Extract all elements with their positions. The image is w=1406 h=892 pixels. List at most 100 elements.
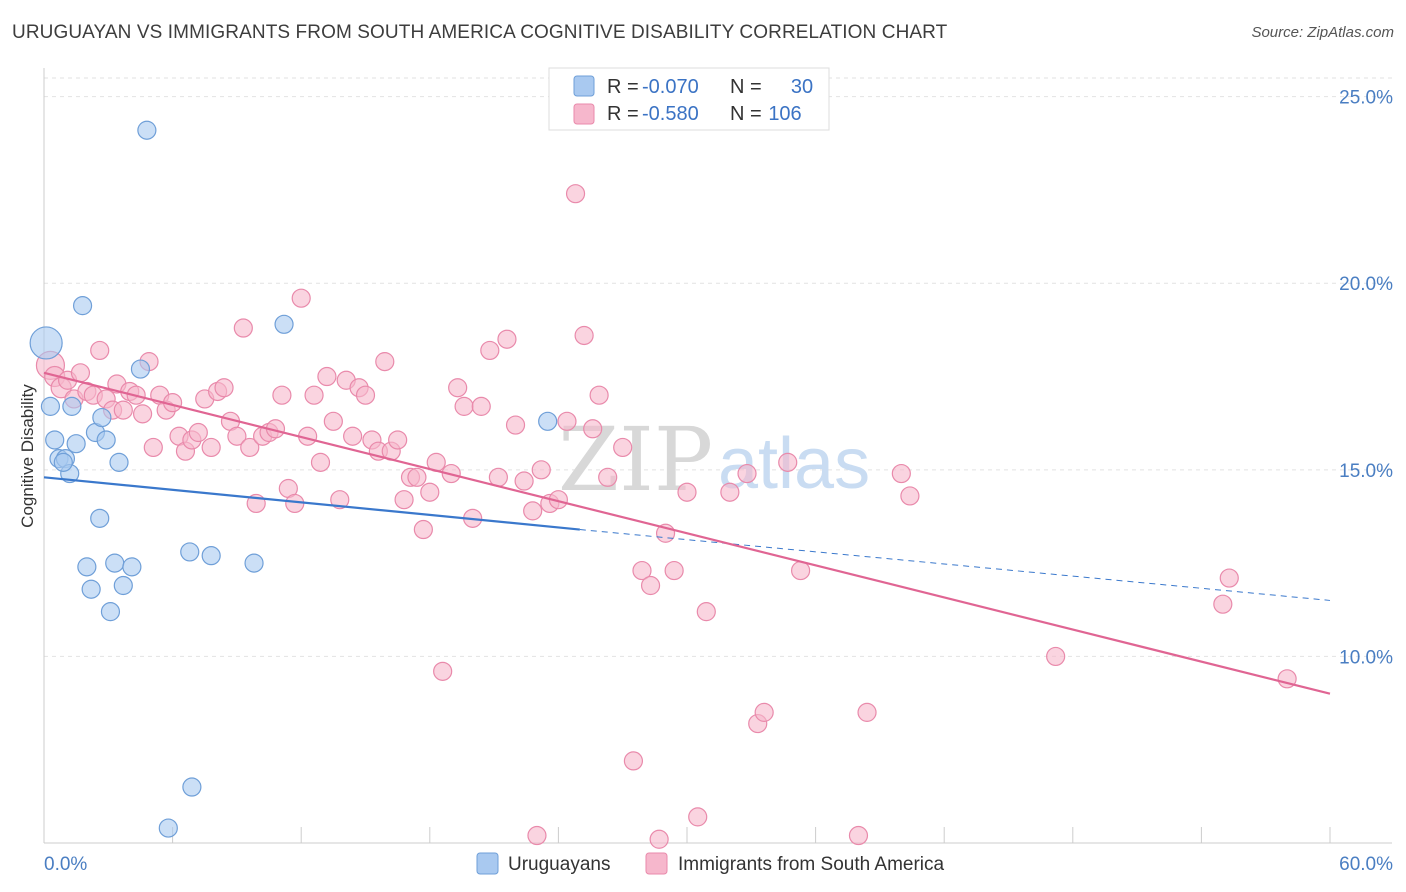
- point-immigrants: [523, 501, 543, 521]
- point-immigrants: [433, 661, 453, 681]
- y-tick-labels: 10.0% 15.0% 20.0% 25.0%: [1339, 88, 1393, 669]
- point-uruguayans: [180, 542, 200, 562]
- legend-swatch-uruguayans: [573, 75, 595, 97]
- point-immigrants: [640, 575, 661, 596]
- axes: [43, 68, 1392, 844]
- legend-r-value: -0.070: [642, 76, 699, 98]
- point-immigrants: [527, 825, 547, 846]
- legend-box: [548, 67, 830, 131]
- legend-r-label: R =: [607, 76, 639, 98]
- point-uruguayans: [77, 557, 97, 577]
- x-tick-labels: 0.0% 60.0%: [44, 854, 1393, 875]
- point-immigrants: [143, 437, 163, 458]
- point-uruguayans: [182, 777, 202, 797]
- point-immigrants: [900, 486, 920, 506]
- point-immigrants: [505, 415, 526, 435]
- point-immigrants: [565, 184, 586, 204]
- x-tick-label: 0.0%: [44, 854, 87, 875]
- y-tick-label: 10.0%: [1339, 647, 1393, 668]
- point-immigrants: [90, 340, 110, 361]
- point-immigrants: [291, 288, 311, 308]
- point-uruguayans: [122, 557, 142, 577]
- point-immigrants: [737, 463, 757, 484]
- point-uruguayans: [72, 296, 93, 316]
- point-immigrants: [214, 378, 234, 398]
- point-uruguayans: [130, 359, 151, 379]
- point-immigrants: [388, 430, 408, 450]
- point-immigrants: [201, 437, 221, 458]
- point-uruguayans: [100, 602, 121, 622]
- point-immigrants: [857, 702, 877, 722]
- legend-n-label: N =: [730, 103, 762, 125]
- legend-n-value: 106: [768, 103, 801, 125]
- point-immigrants: [420, 482, 440, 502]
- point-immigrants: [471, 396, 491, 416]
- point-immigrants: [598, 467, 618, 487]
- point-immigrants: [623, 751, 644, 771]
- watermark: ZIP atlas: [558, 408, 870, 511]
- point-immigrants: [497, 329, 517, 349]
- point-immigrants: [454, 396, 474, 416]
- point-immigrants: [583, 419, 603, 439]
- point-uruguayans: [274, 314, 294, 334]
- point-uruguayans: [105, 553, 125, 573]
- point-immigrants: [448, 378, 468, 398]
- legend-r-value: -0.580: [642, 103, 699, 125]
- point-immigrants: [323, 411, 343, 431]
- point-immigrants: [557, 411, 577, 431]
- point-immigrants: [413, 519, 433, 540]
- point-uruguayans: [66, 434, 86, 454]
- point-immigrants: [407, 467, 427, 487]
- point-uruguayans: [62, 396, 82, 416]
- point-uruguayans: [109, 452, 129, 472]
- trend-line-immigrants: [43, 371, 1331, 695]
- point-immigrants: [891, 463, 911, 484]
- trend-line-uruguayans-extrapolated: [579, 529, 1331, 601]
- y-axis-label: Cognitive Disability: [18, 384, 37, 528]
- point-immigrants: [317, 366, 337, 387]
- point-uruguayans: [96, 430, 116, 450]
- point-immigrants: [272, 385, 292, 405]
- point-uruguayans: [158, 818, 178, 838]
- point-immigrants: [330, 490, 350, 510]
- point-immigrants: [132, 404, 153, 424]
- y-tick-label: 20.0%: [1339, 274, 1393, 295]
- point-immigrants: [240, 437, 260, 458]
- point-immigrants: [375, 352, 395, 372]
- point-immigrants: [720, 482, 740, 502]
- y-tick-label: 25.0%: [1339, 88, 1393, 109]
- point-uruguayans: [201, 546, 221, 566]
- point-immigrants: [649, 829, 669, 849]
- trend-line-uruguayans: [43, 476, 580, 531]
- source-label: Source: ZipAtlas.com: [1251, 24, 1394, 41]
- bottom-legend-swatch-uruguayans: [476, 852, 499, 875]
- point-immigrants: [531, 460, 551, 480]
- point-immigrants: [848, 825, 869, 846]
- x-tick-label: 60.0%: [1339, 854, 1393, 875]
- point-immigrants: [310, 452, 331, 472]
- point-immigrants: [574, 325, 594, 346]
- bottom-legend: Uruguayans Immigrants from South America: [476, 852, 945, 875]
- point-immigrants: [613, 437, 633, 458]
- point-uruguayans: [90, 508, 110, 528]
- point-uruguayans: [29, 326, 63, 360]
- point-immigrants: [304, 385, 324, 405]
- trend-lines: [43, 371, 1331, 695]
- point-uruguayans: [137, 120, 157, 140]
- point-immigrants: [514, 471, 534, 491]
- point-immigrants: [1219, 568, 1239, 588]
- y-tick-label: 15.0%: [1339, 461, 1393, 482]
- point-immigrants: [70, 363, 91, 383]
- legend-n-label: N =: [730, 76, 762, 98]
- point-uruguayans: [92, 407, 112, 428]
- point-immigrants: [355, 385, 376, 405]
- point-immigrants: [696, 602, 716, 622]
- bottom-legend-label: Uruguayans: [508, 854, 610, 875]
- point-immigrants: [754, 702, 774, 722]
- point-immigrants: [480, 340, 500, 361]
- point-immigrants: [1046, 646, 1066, 667]
- point-immigrants: [188, 422, 208, 443]
- point-uruguayans: [81, 579, 101, 599]
- point-immigrants: [688, 807, 708, 827]
